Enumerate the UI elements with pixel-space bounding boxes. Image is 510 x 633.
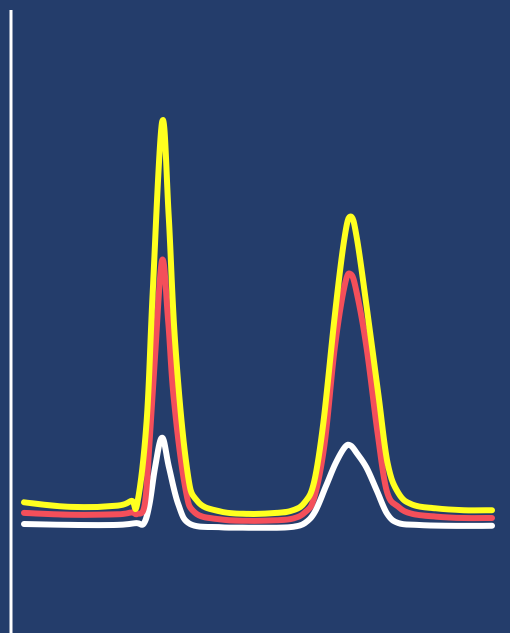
series-line-1	[21, 117, 495, 517]
series-line-3	[21, 434, 495, 531]
series-line-2	[21, 256, 495, 524]
series-layer	[21, 117, 495, 531]
